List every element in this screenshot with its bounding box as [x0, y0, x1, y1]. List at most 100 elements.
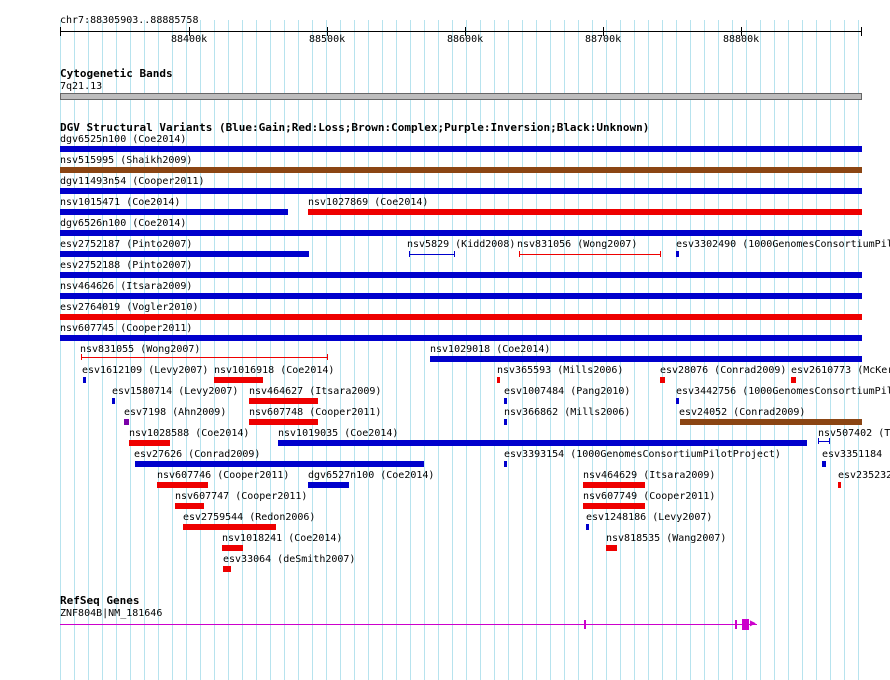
variant-bar-esv2752187[interactable]: [60, 251, 309, 257]
ruler-tick: [603, 27, 604, 36]
variant-label-esv3302490[interactable]: esv3302490 (1000GenomesConsortiumPil: [676, 239, 890, 250]
variant-label-nsv1016918[interactable]: nsv1016918 (Coe2014): [214, 365, 335, 376]
variant-bar-nsv365593[interactable]: [497, 377, 500, 383]
variant-label-esv27626[interactable]: esv27626 (Conrad2009): [134, 449, 261, 460]
variant-label-esv235232[interactable]: esv235232: [838, 470, 890, 481]
variant-bar-esv2610773[interactable]: [791, 377, 796, 383]
variant-bar-nsv607747[interactable]: [175, 503, 204, 509]
variant-label-nsv607747[interactable]: nsv607747 (Cooper2011): [175, 491, 308, 502]
ruler-tick-label: 88700k: [585, 34, 622, 45]
variant-label-nsv1019035[interactable]: nsv1019035 (Coe2014): [278, 428, 399, 439]
variant-span-nsv831055[interactable]: [81, 357, 328, 358]
variant-bar-esv7198[interactable]: [124, 419, 129, 425]
variant-bar-esv1580714[interactable]: [112, 398, 115, 404]
variant-bar-esv33064[interactable]: [223, 566, 231, 572]
variant-bar-dgv6526n100[interactable]: [60, 230, 862, 236]
variant-bar-nsv1028588[interactable]: [129, 440, 170, 446]
variant-span-nsv5829[interactable]: [409, 254, 455, 255]
variant-label-nsv831056[interactable]: nsv831056 (Wong2007): [517, 239, 638, 250]
variant-bar-nsv464626[interactable]: [60, 293, 862, 299]
variant-label-nsv1027869[interactable]: nsv1027869 (Coe2014): [308, 197, 429, 208]
variant-bar-esv2759544[interactable]: [183, 524, 276, 530]
variant-label-nsv1029018[interactable]: nsv1029018 (Coe2014): [430, 344, 551, 355]
variant-label-esv28076[interactable]: esv28076 (Conrad2009): [660, 365, 787, 376]
variant-label-nsv607749[interactable]: nsv607749 (Cooper2011): [583, 491, 716, 502]
variant-label-esv1612109[interactable]: esv1612109 (Levy2007): [82, 365, 209, 376]
variant-bar-esv28076[interactable]: [660, 377, 665, 383]
variant-bar-esv1248186[interactable]: [586, 524, 589, 530]
variant-bar-esv1007484[interactable]: [504, 398, 507, 404]
variant-bar-esv2764019[interactable]: [60, 314, 862, 320]
variant-label-nsv464626[interactable]: nsv464626 (Itsara2009): [60, 281, 193, 292]
variant-label-esv2610773[interactable]: esv2610773 (McKer: [791, 365, 890, 376]
variant-label-esv24052[interactable]: esv24052 (Conrad2009): [679, 407, 806, 418]
variant-label-nsv1028588[interactable]: nsv1028588 (Coe2014): [129, 428, 250, 439]
variant-label-esv2759544[interactable]: esv2759544 (Redon2006): [183, 512, 316, 523]
variant-label-nsv507402[interactable]: nsv507402 (T: [818, 428, 890, 439]
variant-label-esv3351184[interactable]: esv3351184: [822, 449, 883, 460]
variant-span-nsv831056[interactable]: [519, 254, 661, 255]
gene-exon[interactable]: [742, 619, 749, 630]
variant-label-nsv464629[interactable]: nsv464629 (Itsara2009): [583, 470, 716, 481]
variant-bar-esv3393154[interactable]: [504, 461, 507, 467]
variant-label-esv3442756[interactable]: esv3442756 (1000GenomesConsortiumPil: [676, 386, 890, 397]
variant-label-nsv818535[interactable]: nsv818535 (Wang2007): [606, 533, 727, 544]
variant-label-esv7198[interactable]: esv7198 (Ahn2009): [124, 407, 227, 418]
variant-label-esv1580714[interactable]: esv1580714 (Levy2007): [112, 386, 239, 397]
variant-label-nsv464627[interactable]: nsv464627 (Itsara2009): [249, 386, 382, 397]
variant-label-nsv5829[interactable]: nsv5829 (Kidd2008): [407, 239, 516, 250]
variant-label-esv3393154[interactable]: esv3393154 (1000GenomesConsortiumPilotPr…: [504, 449, 781, 460]
variant-label-nsv607745[interactable]: nsv607745 (Cooper2011): [60, 323, 193, 334]
variant-bar-nsv607748[interactable]: [249, 419, 318, 425]
cyto-band[interactable]: [60, 93, 862, 100]
variant-label-nsv607748[interactable]: nsv607748 (Cooper2011): [249, 407, 382, 418]
variant-bar-nsv607749[interactable]: [583, 503, 645, 509]
variant-label-nsv1015471[interactable]: nsv1015471 (Coe2014): [60, 197, 181, 208]
variant-label-nsv607746[interactable]: nsv607746 (Cooper2011): [157, 470, 290, 481]
variant-bar-nsv1029018[interactable]: [430, 356, 862, 362]
variant-span-nsv507402[interactable]: [818, 441, 830, 442]
variant-bar-nsv1027869[interactable]: [308, 209, 862, 215]
variant-bar-nsv607746[interactable]: [157, 482, 208, 488]
gene-intron-line[interactable]: [60, 624, 757, 625]
gene-label[interactable]: ZNF804B|NM_181646: [60, 608, 163, 619]
variant-label-esv2752188[interactable]: esv2752188 (Pinto2007): [60, 260, 193, 271]
variant-label-esv1248186[interactable]: esv1248186 (Levy2007): [586, 512, 713, 523]
variant-label-esv2764019[interactable]: esv2764019 (Vogler2010): [60, 302, 199, 313]
variant-bar-nsv607745[interactable]: [60, 335, 862, 341]
variant-bar-esv3351184[interactable]: [822, 461, 826, 467]
variant-bar-esv2752188[interactable]: [60, 272, 862, 278]
variant-bar-nsv464627[interactable]: [249, 398, 318, 404]
variant-label-nsv515995[interactable]: nsv515995 (Shaikh2009): [60, 155, 193, 166]
gene-exon[interactable]: [584, 620, 586, 629]
variant-bar-dgv6525n100[interactable]: [60, 146, 862, 152]
variant-label-nsv1018241[interactable]: nsv1018241 (Coe2014): [222, 533, 343, 544]
gene-exon[interactable]: [735, 620, 737, 629]
variant-bar-nsv1016918[interactable]: [214, 377, 263, 383]
variant-label-dgv6527n100[interactable]: dgv6527n100 (Coe2014): [308, 470, 435, 481]
variant-label-nsv365593[interactable]: nsv365593 (Mills2006): [497, 365, 624, 376]
variant-label-esv33064[interactable]: esv33064 (deSmith2007): [223, 554, 356, 565]
variant-bar-nsv366862[interactable]: [504, 419, 507, 425]
variant-label-dgv6526n100[interactable]: dgv6526n100 (Coe2014): [60, 218, 187, 229]
variant-bar-esv27626[interactable]: [135, 461, 424, 467]
variant-bar-nsv1015471[interactable]: [60, 209, 288, 215]
variant-bar-nsv818535[interactable]: [606, 545, 617, 551]
variant-label-nsv366862[interactable]: nsv366862 (Mills2006): [504, 407, 631, 418]
variant-bar-dgv11493n54[interactable]: [60, 188, 862, 194]
variant-label-dgv11493n54[interactable]: dgv11493n54 (Cooper2011): [60, 176, 205, 187]
variant-label-dgv6525n100[interactable]: dgv6525n100 (Coe2014): [60, 134, 187, 145]
variant-bar-esv24052[interactable]: [680, 419, 862, 425]
variant-bar-esv3302490[interactable]: [676, 251, 679, 257]
variant-label-esv1007484[interactable]: esv1007484 (Pang2010): [504, 386, 631, 397]
variant-bar-nsv1018241[interactable]: [222, 545, 243, 551]
variant-label-esv2752187[interactable]: esv2752187 (Pinto2007): [60, 239, 193, 250]
variant-bar-esv235232[interactable]: [838, 482, 841, 488]
variant-bar-dgv6527n100[interactable]: [308, 482, 349, 488]
variant-label-nsv831055[interactable]: nsv831055 (Wong2007): [80, 344, 201, 355]
variant-bar-nsv1019035[interactable]: [278, 440, 807, 446]
variant-bar-nsv515995[interactable]: [60, 167, 862, 173]
variant-bar-esv3442756[interactable]: [676, 398, 679, 404]
variant-bar-esv1612109[interactable]: [83, 377, 86, 383]
variant-bar-nsv464629[interactable]: [583, 482, 645, 488]
